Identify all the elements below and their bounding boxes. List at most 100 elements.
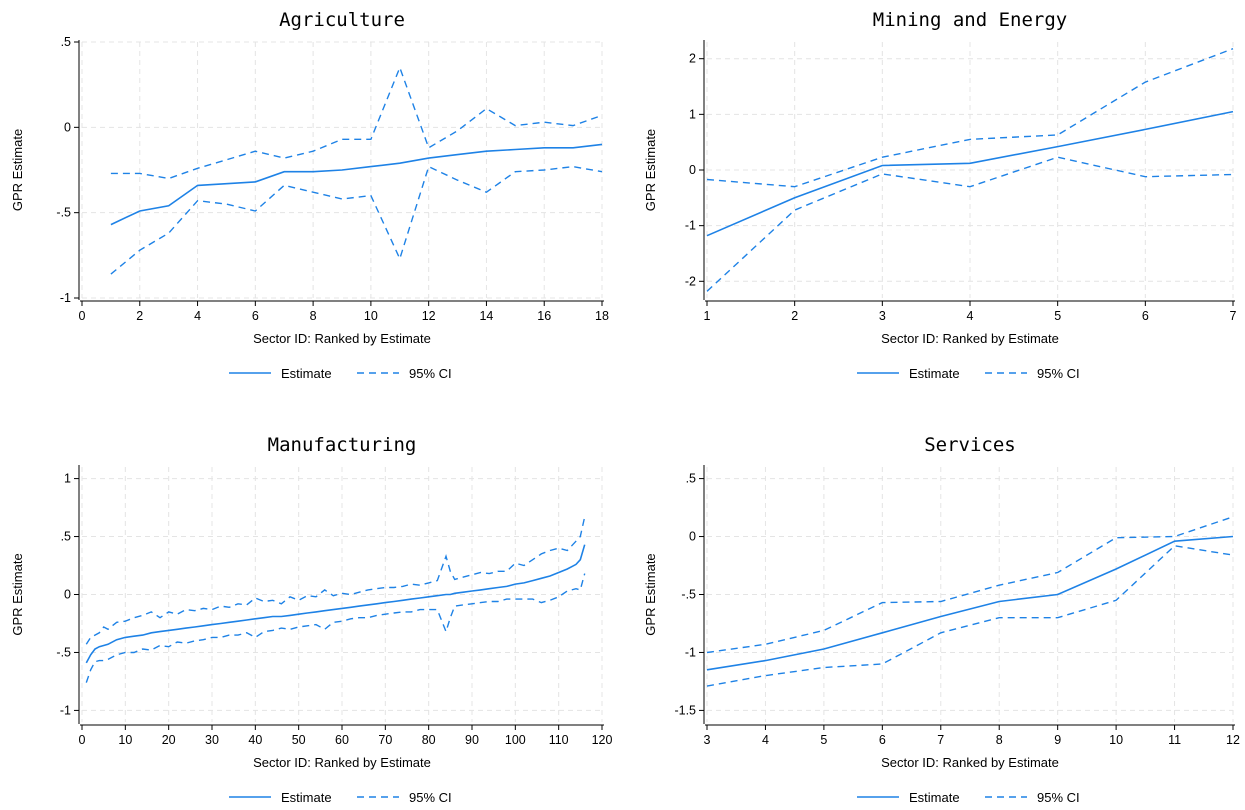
x-tick-label: 50 <box>292 733 306 747</box>
legend: Estimate 95% CI <box>229 366 452 381</box>
series-line-estimate <box>706 110 1234 237</box>
x-tick-label: 10 <box>118 733 132 747</box>
legend-label-ci: 95% CI <box>409 790 452 805</box>
y-tick-label: -1 <box>685 645 696 659</box>
y-tick-label: -1 <box>60 703 71 717</box>
y-axis-label: GPR Estimate <box>643 553 658 635</box>
x-tick-label: 7 <box>937 733 944 747</box>
x-tick-label: 70 <box>378 733 392 747</box>
y-tick-label: -1.5 <box>674 703 696 717</box>
x-tick-label: 6 <box>252 309 259 323</box>
x-axis-label: Sector ID: Ranked by Estimate <box>881 331 1059 346</box>
x-tick-label: 60 <box>335 733 349 747</box>
series-line-ci-lower <box>110 165 603 275</box>
x-tick-label: 18 <box>595 309 609 323</box>
x-tick-label: 110 <box>549 733 569 747</box>
x-tick-label: 8 <box>996 733 1003 747</box>
y-tick-label: 0 <box>64 120 71 134</box>
x-tick-label: 1 <box>704 309 711 323</box>
x-tick-label: 12 <box>422 309 436 323</box>
legend: Estimate 95% CI <box>229 790 452 805</box>
chart-panel-1: -2 -1 0 1 2 1 2 3 4 5 6 7 Mining and Energy Sector ID… <box>643 9 1237 381</box>
x-tick-label: 5 <box>1054 309 1061 323</box>
x-tick-label: 16 <box>537 309 551 323</box>
x-tick-label: 10 <box>364 309 378 323</box>
x-tick-label: 120 <box>592 733 613 747</box>
y-tick-label: -.5 <box>56 206 71 220</box>
series-line-ci-lower <box>706 156 1234 292</box>
x-tick-label: 20 <box>162 733 176 747</box>
chart-panel-3: -1.5 -1 -.5 0 .5 3 4 5 6 7 8 9 10 11 12 Services Sector … <box>643 434 1240 805</box>
x-tick-label: 8 <box>310 309 317 323</box>
series-line-ci-lower <box>85 573 586 683</box>
chart-panel-0: -1 -.5 0 .5 0 2 4 6 8 10 12 14 16 18 Agriculture Sector… <box>10 9 609 381</box>
y-axis-label: GPR Estimate <box>10 129 25 211</box>
y-tick-label: -1 <box>60 291 71 305</box>
legend-label-estimate: Estimate <box>909 366 960 381</box>
x-tick-label: 9 <box>1054 733 1061 747</box>
x-tick-label: 80 <box>422 733 436 747</box>
series-line-ci-upper <box>110 65 603 180</box>
y-tick-label: .5 <box>61 35 71 49</box>
legend-label-estimate: Estimate <box>909 790 960 805</box>
y-tick-label: .5 <box>61 530 71 544</box>
x-tick-label: 3 <box>879 309 886 323</box>
x-axis-label: Sector ID: Ranked by Estimate <box>881 755 1059 770</box>
x-tick-label: 0 <box>79 309 86 323</box>
legend-label-ci: 95% CI <box>409 366 452 381</box>
x-tick-label: 3 <box>704 733 711 747</box>
x-tick-label: 4 <box>967 309 974 323</box>
x-tick-label: 11 <box>1168 733 1181 747</box>
series-line-ci-lower <box>706 545 1234 687</box>
x-tick-label: 10 <box>1109 733 1123 747</box>
series-line-estimate <box>706 535 1234 671</box>
chart-panel-2: -1-.50.510 10 20 30 40 50 60 70 80 90 100 110 120Man… <box>10 434 612 805</box>
x-tick-label: 2 <box>136 309 143 323</box>
x-tick-label: 6 <box>879 733 886 747</box>
x-tick-label: 4 <box>762 733 769 747</box>
x-tick-label: 40 <box>248 733 262 747</box>
series-line-ci-upper <box>85 516 586 645</box>
x-tick-label: 100 <box>505 733 526 747</box>
y-axis-label: GPR Estimate <box>643 129 658 211</box>
x-tick-label: 90 <box>465 733 479 747</box>
legend: Estimate 95% CI <box>857 790 1080 805</box>
chart-title: Manufacturing <box>268 434 417 456</box>
x-tick-label: 14 <box>479 309 493 323</box>
legend-label-ci: 95% CI <box>1037 790 1080 805</box>
legend-label-ci: 95% CI <box>1037 366 1080 381</box>
x-tick-label: 30 <box>205 733 219 747</box>
y-tick-label: 1 <box>689 107 696 121</box>
legend: Estimate 95% CI <box>857 366 1080 381</box>
y-tick-label: -2 <box>685 274 696 288</box>
series-line-ci-upper <box>706 48 1234 188</box>
legend-label-estimate: Estimate <box>281 366 332 381</box>
y-tick-label: -1 <box>685 219 696 233</box>
legend-label-estimate: Estimate <box>281 790 332 805</box>
x-tick-label: 7 <box>1230 309 1237 323</box>
y-tick-label: 0 <box>689 163 696 177</box>
y-tick-label: 0 <box>689 530 696 544</box>
chart-title: Services <box>924 434 1016 456</box>
y-tick-label: .5 <box>686 472 696 486</box>
series-line-estimate <box>110 143 603 226</box>
x-tick-label: 2 <box>791 309 798 323</box>
y-tick-label: 2 <box>689 52 696 66</box>
y-tick-label: 0 <box>64 588 71 602</box>
x-tick-label: 12 <box>1226 733 1240 747</box>
y-tick-label: -.5 <box>681 588 696 602</box>
series-line-ci-upper <box>706 516 1234 654</box>
y-tick-label: 1 <box>64 472 71 486</box>
x-axis-label: Sector ID: Ranked by Estimate <box>253 331 431 346</box>
x-tick-label: 0 <box>79 733 86 747</box>
x-tick-label: 6 <box>1142 309 1149 323</box>
x-axis-label: Sector ID: Ranked by Estimate <box>253 755 431 770</box>
series-line-estimate <box>85 544 586 664</box>
y-tick-label: -.5 <box>56 645 71 659</box>
x-tick-label: 5 <box>820 733 827 747</box>
chart-title: Agriculture <box>279 9 405 31</box>
x-tick-label: 4 <box>194 309 201 323</box>
chart-title: Mining and Energy <box>873 9 1067 31</box>
y-axis-label: GPR Estimate <box>10 553 25 635</box>
